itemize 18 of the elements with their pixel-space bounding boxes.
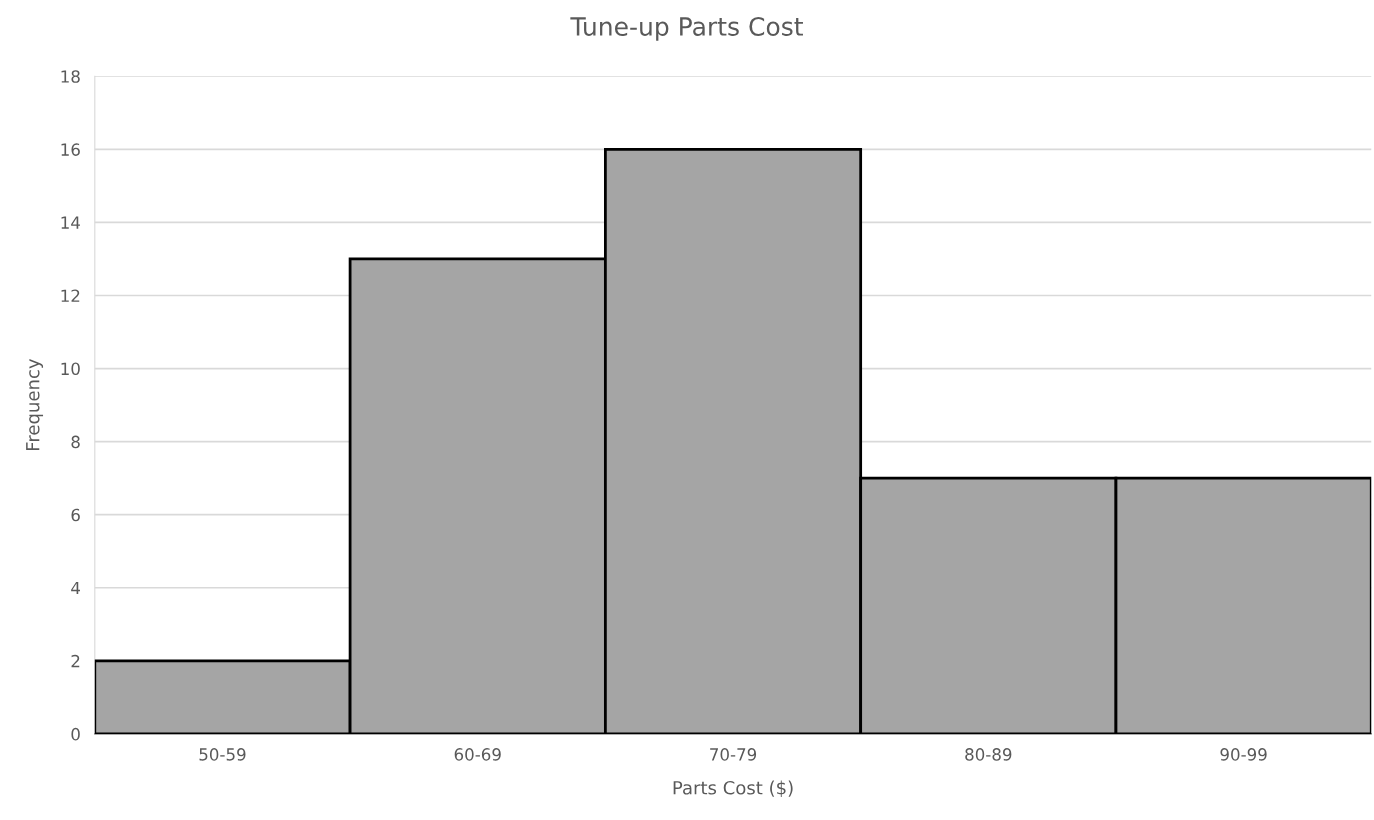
y-tick-label: 2 (71, 654, 80, 668)
y-tick-label: 18 (61, 70, 80, 83)
y-tick-label: 16 (61, 143, 80, 156)
y-tick-label: 8 (71, 435, 80, 449)
x-tick-label: 50-59 (199, 748, 246, 761)
y-tick-label: 14 (61, 216, 80, 229)
y-tick-label: 4 (71, 581, 80, 595)
x-axis-title: Parts Cost ($) (673, 780, 793, 797)
x-tick-label: 60-69 (454, 748, 501, 761)
y-tick-label: 10 (61, 362, 80, 376)
chart-title: Tune-up Parts Cost (570, 17, 803, 41)
y-tick-label: 12 (61, 289, 80, 302)
y-tick-label: 6 (71, 508, 80, 522)
x-tick-label: 90-99 (1220, 748, 1267, 761)
y-axis-title: Frequency (26, 358, 44, 450)
x-tick-label: 70-79 (710, 748, 757, 761)
y-tick-label: 0 (71, 727, 80, 741)
x-tick-label: 80-89 (965, 748, 1012, 761)
